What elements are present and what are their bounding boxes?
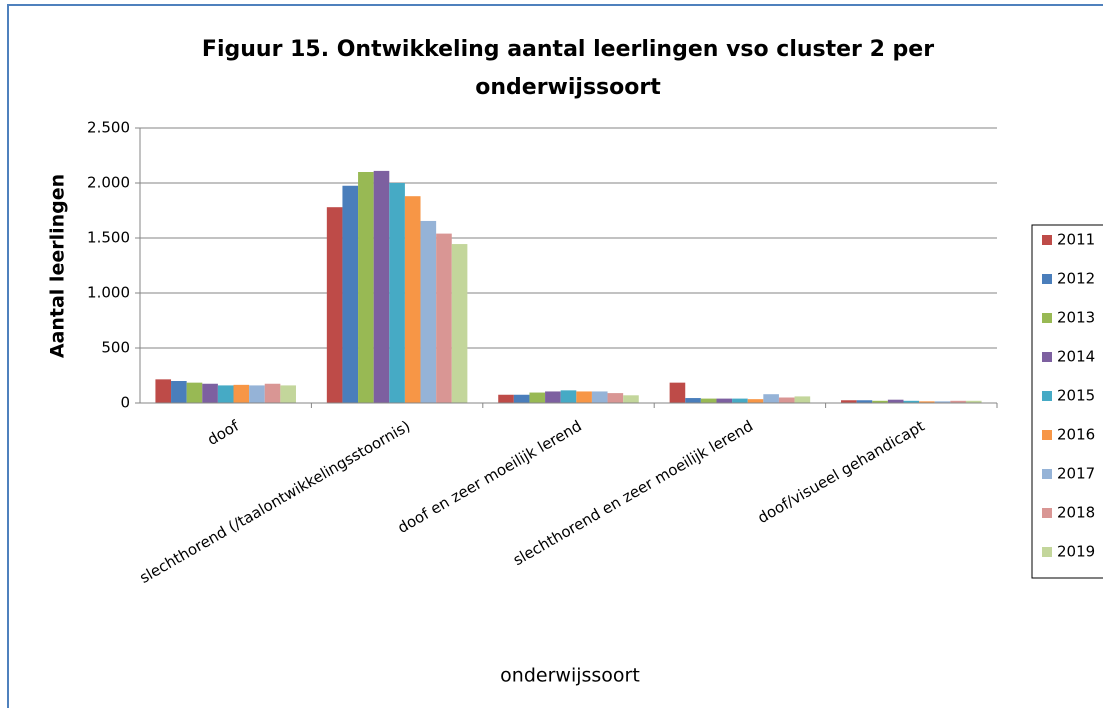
bar (934, 401, 951, 403)
bar (872, 400, 888, 403)
legend-swatch (1042, 469, 1052, 479)
legend-label: 2017 (1057, 465, 1095, 483)
bar (233, 384, 250, 403)
legend-label: 2019 (1057, 543, 1095, 561)
bar (950, 400, 966, 403)
y-tick-label: 0 (120, 394, 130, 412)
legend-swatch (1042, 391, 1052, 401)
legend-label: 2013 (1057, 309, 1095, 327)
bar (591, 391, 608, 403)
x-axis-title: onderwijssoort (500, 665, 640, 687)
bar (358, 172, 374, 403)
legend-swatch (1042, 547, 1052, 557)
bar (249, 385, 265, 403)
bar (498, 394, 514, 403)
bar (747, 399, 764, 403)
bar (685, 398, 701, 403)
chart-title: onderwijssoort (475, 75, 661, 100)
bar (326, 207, 343, 403)
y-tick-label: 500 (101, 339, 130, 357)
legend-label: 2014 (1057, 348, 1095, 366)
bar (529, 392, 546, 403)
y-tick-label: 2.000 (87, 174, 130, 192)
bar (451, 244, 468, 403)
bar (202, 383, 218, 403)
bar (794, 396, 811, 403)
bar (420, 220, 437, 403)
bar (763, 394, 779, 403)
y-tick-label: 2.500 (87, 119, 130, 137)
bar (171, 381, 187, 403)
y-tick-label: 1.500 (87, 229, 130, 247)
bar (623, 395, 639, 403)
bar (264, 383, 281, 403)
legend-label: 2018 (1057, 504, 1095, 522)
legend-label: 2016 (1057, 426, 1095, 444)
legend-label: 2011 (1057, 231, 1095, 249)
bar (700, 398, 717, 403)
bar (545, 391, 561, 403)
bar (404, 196, 421, 403)
bar (576, 391, 592, 403)
bar (560, 390, 577, 403)
bar (841, 400, 857, 403)
bar (373, 170, 390, 403)
legend-swatch (1042, 313, 1052, 323)
bar (607, 393, 624, 403)
bar (217, 385, 234, 403)
legend-swatch (1042, 274, 1052, 284)
bar (887, 399, 904, 403)
y-tick-label: 1.000 (87, 284, 130, 302)
bar (732, 398, 748, 403)
bar (965, 400, 982, 403)
legend-label: 2015 (1057, 387, 1095, 405)
legend-label: 2012 (1057, 270, 1095, 288)
bar (280, 385, 296, 403)
y-axis-title: Aantal leerlingen (47, 174, 69, 358)
bar (919, 401, 935, 403)
bar (903, 400, 920, 403)
bar (778, 397, 795, 403)
bar (513, 394, 530, 403)
chart-title: Figuur 15. Ontwikkeling aantal leerlinge… (202, 37, 934, 62)
bar (669, 382, 686, 403)
legend-swatch (1042, 235, 1052, 245)
bar (342, 185, 359, 403)
bar (186, 382, 203, 403)
bar (155, 379, 172, 403)
legend-swatch (1042, 430, 1052, 440)
bar (716, 398, 733, 403)
bar (389, 183, 405, 403)
bar (436, 233, 452, 403)
bar (856, 400, 873, 403)
legend-swatch (1042, 352, 1052, 362)
legend-swatch (1042, 508, 1052, 518)
chart-frame (7, 4, 1103, 708)
